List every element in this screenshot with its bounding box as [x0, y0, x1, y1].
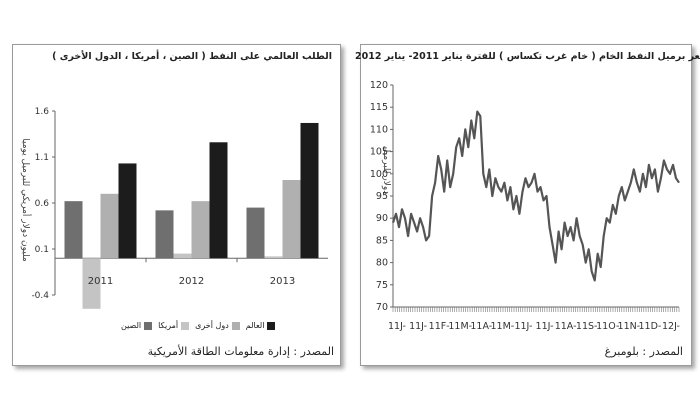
line-x-tick-label: 11M- — [491, 321, 515, 332]
bar-chart-source: المصدر : إدارة معلومات الطاقة الأمريكية — [147, 345, 334, 358]
line-y-tick-label: 95 — [376, 191, 388, 202]
bar-usa-2013 — [264, 256, 283, 259]
legend-item-others: دول أخرى — [195, 321, 240, 330]
bar-others-2012 — [191, 201, 210, 259]
bar-y-tick-label: -0.4 — [31, 291, 49, 301]
line-y-tick-label: 110 — [370, 124, 388, 135]
bar-world-2013 — [300, 122, 319, 259]
line-chart-source: المصدر : بلومبرغ — [604, 345, 683, 358]
bar-world-2012 — [209, 142, 228, 259]
line-chart-title: سعر برميل النفط الخام ( خام غرب تكساس ) … — [355, 51, 700, 62]
bar-china-2012 — [155, 210, 174, 259]
line-x-tick-label: 11J- — [409, 321, 427, 332]
bar-world-2011 — [118, 163, 137, 259]
bar-y-tick-label: 1.6 — [35, 107, 50, 117]
line-y-tick-label: 90 — [376, 213, 388, 224]
line-y-tick-label: 85 — [376, 235, 388, 246]
line-x-tick-label: 11J- — [388, 321, 406, 332]
line-y-tick-label: 80 — [376, 258, 388, 269]
line-x-tick-label: 11J- — [536, 321, 554, 332]
bar-usa-2011 — [82, 258, 101, 309]
line-y-tick-label: 100 — [370, 169, 388, 180]
legend-item-usa: أمريكا — [158, 321, 190, 330]
line-x-tick-label: 11A- — [470, 321, 492, 332]
legend-item-china: الصين — [121, 321, 153, 330]
line-x-tick-label: 11N- — [618, 321, 641, 332]
line-y-tick-label: 120 — [370, 80, 388, 91]
line-y-tick-label: 70 — [376, 302, 388, 313]
bar-china-2013 — [246, 207, 265, 259]
line-x-tick-label: 11S- — [576, 321, 598, 332]
bar-x-tick-label: 2013 — [270, 276, 295, 287]
line-x-tick-label: 11M- — [448, 321, 472, 332]
legend-item-world: العالم — [246, 321, 276, 330]
bar-y-tick-label: 0.1 — [35, 245, 49, 255]
bar-chart-svg: -0.4 0.1 0.6 1.1 1.6 2011 2012 2013 — [31, 107, 328, 309]
bar-x-tick-label: 2011 — [88, 276, 113, 287]
line-x-tick-label: 11A- — [555, 321, 577, 332]
bar-chart-legend: العالم دول أخرى أمريكا الصين — [121, 321, 276, 330]
bar-others-2013 — [282, 180, 301, 259]
line-y-tick-label: 105 — [370, 147, 388, 158]
bar-y-tick-label: 1.1 — [35, 153, 49, 163]
line-chart-panel: سعر برميل النفط الخام ( خام غرب تكساس ) … — [355, 44, 700, 366]
line-y-tick-label: 75 — [376, 280, 388, 291]
bar-usa-2012 — [173, 253, 192, 259]
bar-chart-panel: الطلب العالمي على النفط ( الصين ، أمريكا… — [12, 44, 341, 366]
bar-others-2011 — [100, 193, 119, 259]
bar-china-2011 — [64, 201, 83, 259]
line-x-tick-label: 11F- — [429, 321, 450, 332]
line-x-tick-label: 11D- — [639, 321, 662, 332]
line-x-tick-label: 11O- — [596, 321, 619, 332]
line-x-tick-label: 11J- — [514, 321, 532, 332]
bar-chart-title: الطلب العالمي على النفط ( الصين ، أمريكا… — [52, 51, 332, 62]
bar-y-tick-label: 0.6 — [35, 199, 50, 209]
line-y-tick-label: 115 — [370, 102, 388, 113]
wti-price-line — [391, 110, 680, 282]
line-x-tick-label: 12J- — [662, 321, 680, 332]
bar-x-tick-label: 2012 — [179, 276, 204, 287]
